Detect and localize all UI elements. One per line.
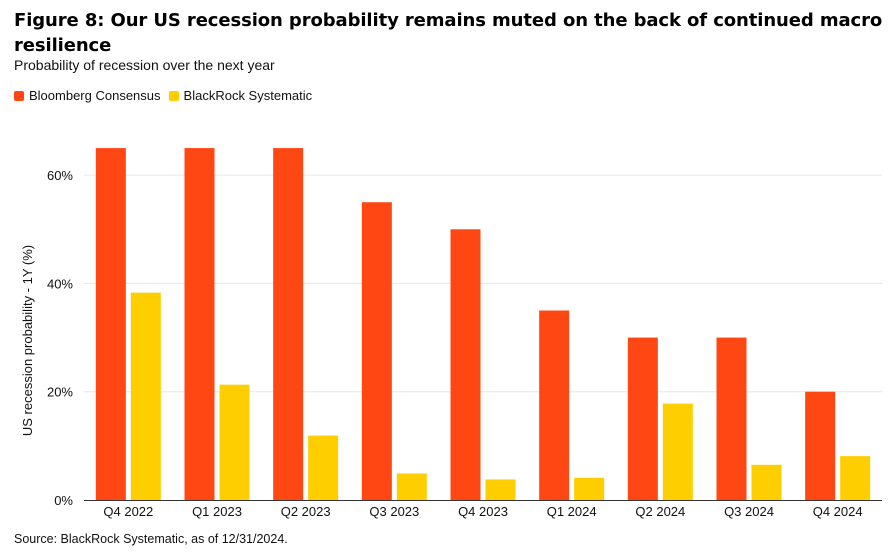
bar-bloomberg (95, 148, 126, 501)
bar-bloomberg (539, 310, 570, 500)
legend-swatch-bloomberg (14, 90, 24, 101)
bar-blackrock (574, 477, 605, 500)
chart-subtitle: Probability of recession over the next y… (14, 57, 275, 73)
y-tick-label: 20% (47, 385, 73, 400)
y-axis-label: US recession probability - 1Y (%) (20, 245, 35, 436)
bar-bloomberg (450, 229, 481, 501)
legend-label-bloomberg: Bloomberg Consensus (29, 88, 161, 103)
bar-blackrock (130, 292, 161, 500)
chart-title: Figure 8: Our US recession probability r… (14, 10, 883, 56)
legend-item-blackrock: BlackRock Systematic (168, 88, 313, 103)
bar-blackrock (485, 479, 516, 500)
bar-bloomberg (361, 202, 392, 500)
bar-blackrock (840, 456, 871, 500)
bar-blackrock (751, 464, 782, 500)
x-tick-label: Q4 2023 (458, 504, 508, 519)
x-tick-label: Q4 2024 (813, 504, 863, 519)
bar-bloomberg (273, 148, 304, 501)
y-tick-label: 60% (47, 168, 73, 183)
legend-item-bloomberg: Bloomberg Consensus (14, 88, 161, 103)
source-note: Source: BlackRock Systematic, as of 12/3… (14, 532, 288, 546)
y-tick-label: 0% (54, 493, 73, 508)
bar-blackrock (219, 384, 250, 500)
bar-bloomberg (184, 148, 215, 501)
bar-blackrock (396, 473, 427, 500)
bar-blackrock (662, 403, 693, 500)
x-tick-label: Q2 2024 (635, 504, 685, 519)
legend-swatch-blackrock (168, 90, 179, 101)
x-tick-label: Q1 2023 (192, 504, 242, 519)
legend: Bloomberg Consensus BlackRock Systematic (14, 88, 320, 103)
legend-label-blackrock: BlackRock Systematic (183, 88, 313, 103)
bar-bloomberg (805, 391, 836, 500)
bar-bloomberg (716, 337, 747, 500)
x-tick-label: Q3 2023 (369, 504, 419, 519)
bar-bloomberg (627, 337, 658, 500)
bar-blackrock (308, 435, 339, 500)
x-tick-label: Q3 2024 (724, 504, 774, 519)
x-tick-label: Q1 2024 (547, 504, 597, 519)
x-tick-label: Q2 2023 (281, 504, 331, 519)
x-tick-label: Q4 2022 (103, 504, 153, 519)
y-tick-label: 40% (47, 276, 73, 291)
